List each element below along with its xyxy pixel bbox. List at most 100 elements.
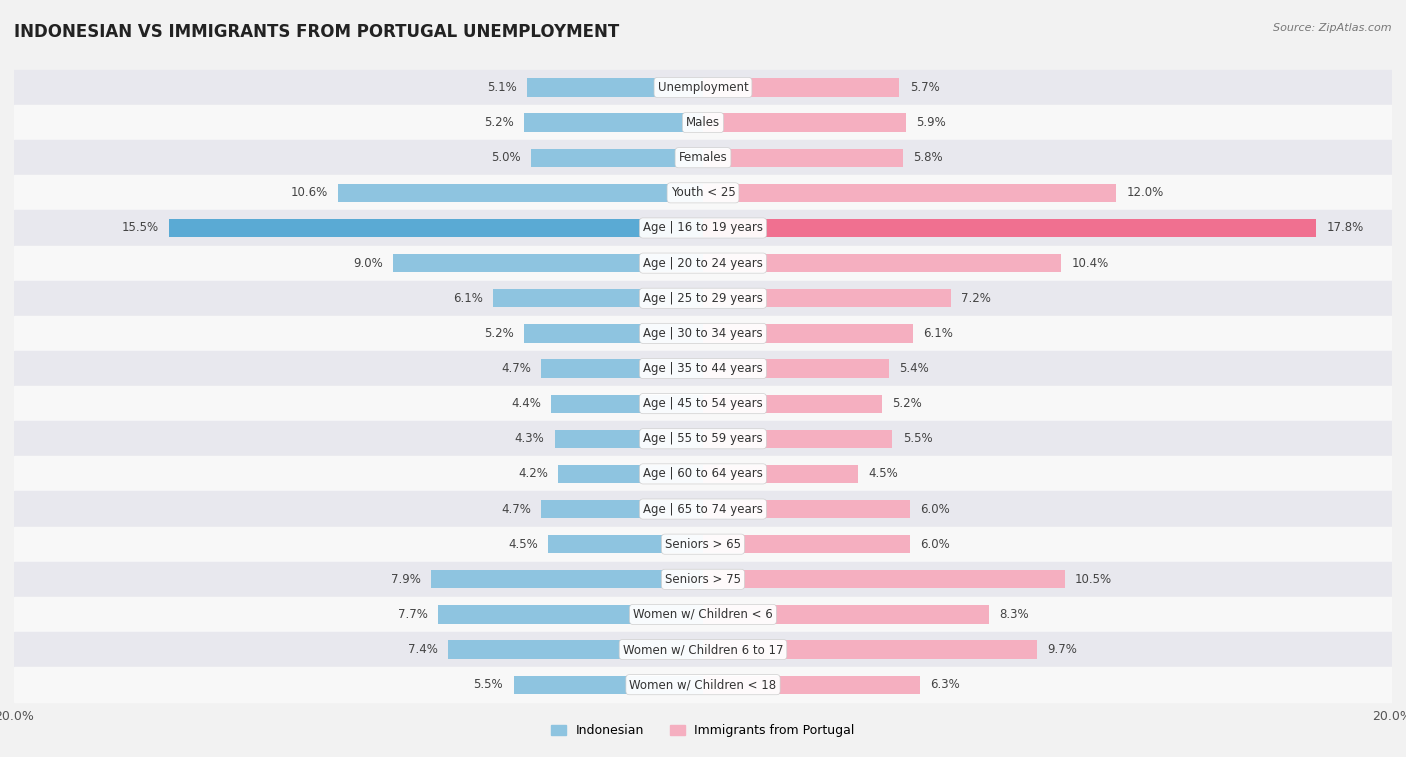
Bar [531, 148, 703, 167]
Bar [430, 570, 703, 588]
Text: 5.0%: 5.0% [491, 151, 520, 164]
Bar [14, 281, 1392, 316]
Text: Age | 25 to 29 years: Age | 25 to 29 years [643, 291, 763, 305]
Text: 5.4%: 5.4% [900, 362, 929, 375]
Bar [548, 535, 703, 553]
Bar [541, 360, 703, 378]
Text: 8.3%: 8.3% [1000, 608, 1029, 621]
Bar [449, 640, 703, 659]
Text: 9.7%: 9.7% [1047, 643, 1077, 656]
Text: Women w/ Children 6 to 17: Women w/ Children 6 to 17 [623, 643, 783, 656]
Text: 4.3%: 4.3% [515, 432, 544, 445]
Text: 6.0%: 6.0% [920, 537, 950, 550]
Bar [703, 254, 1062, 273]
Bar [14, 386, 1392, 421]
Bar [14, 632, 1392, 667]
Text: Age | 30 to 34 years: Age | 30 to 34 years [643, 327, 763, 340]
Text: Unemployment: Unemployment [658, 81, 748, 94]
Text: 5.8%: 5.8% [912, 151, 943, 164]
Text: Males: Males [686, 116, 720, 129]
Bar [14, 316, 1392, 351]
Text: 5.5%: 5.5% [903, 432, 932, 445]
Text: 4.5%: 4.5% [508, 537, 537, 550]
Text: 15.5%: 15.5% [121, 222, 159, 235]
Bar [513, 675, 703, 694]
Bar [703, 184, 1116, 202]
Bar [703, 114, 907, 132]
Text: 6.1%: 6.1% [453, 291, 482, 305]
Text: 7.2%: 7.2% [962, 291, 991, 305]
Text: Age | 45 to 54 years: Age | 45 to 54 years [643, 397, 763, 410]
Text: 10.5%: 10.5% [1076, 573, 1112, 586]
Text: Women w/ Children < 18: Women w/ Children < 18 [630, 678, 776, 691]
Text: 12.0%: 12.0% [1126, 186, 1164, 199]
Bar [14, 597, 1392, 632]
Bar [14, 176, 1392, 210]
Text: 5.9%: 5.9% [917, 116, 946, 129]
Bar [703, 219, 1316, 237]
Bar [555, 430, 703, 448]
Bar [703, 570, 1064, 588]
Bar [703, 606, 988, 624]
Bar [703, 430, 893, 448]
Bar [437, 606, 703, 624]
Text: 5.2%: 5.2% [893, 397, 922, 410]
Bar [703, 675, 920, 694]
Text: Age | 65 to 74 years: Age | 65 to 74 years [643, 503, 763, 516]
Bar [703, 78, 900, 97]
Bar [703, 500, 910, 518]
Text: Age | 35 to 44 years: Age | 35 to 44 years [643, 362, 763, 375]
Text: 4.2%: 4.2% [519, 467, 548, 481]
Bar [14, 562, 1392, 597]
Bar [703, 324, 912, 342]
Text: Seniors > 75: Seniors > 75 [665, 573, 741, 586]
Bar [14, 351, 1392, 386]
Bar [14, 667, 1392, 702]
Bar [541, 500, 703, 518]
Bar [524, 114, 703, 132]
Text: 4.7%: 4.7% [501, 362, 531, 375]
Text: 4.7%: 4.7% [501, 503, 531, 516]
Bar [169, 219, 703, 237]
Text: Females: Females [679, 151, 727, 164]
Text: 10.4%: 10.4% [1071, 257, 1109, 269]
Legend: Indonesian, Immigrants from Portugal: Indonesian, Immigrants from Portugal [546, 719, 860, 743]
Text: 5.5%: 5.5% [474, 678, 503, 691]
Bar [14, 105, 1392, 140]
Text: 5.2%: 5.2% [484, 327, 513, 340]
Bar [14, 210, 1392, 245]
Text: 4.5%: 4.5% [869, 467, 898, 481]
Text: 5.2%: 5.2% [484, 116, 513, 129]
Bar [14, 140, 1392, 176]
Bar [703, 394, 882, 413]
Text: 10.6%: 10.6% [290, 186, 328, 199]
Text: Age | 16 to 19 years: Age | 16 to 19 years [643, 222, 763, 235]
Text: INDONESIAN VS IMMIGRANTS FROM PORTUGAL UNEMPLOYMENT: INDONESIAN VS IMMIGRANTS FROM PORTUGAL U… [14, 23, 619, 41]
Text: Age | 20 to 24 years: Age | 20 to 24 years [643, 257, 763, 269]
Bar [14, 527, 1392, 562]
Text: 6.3%: 6.3% [931, 678, 960, 691]
Text: Women w/ Children < 6: Women w/ Children < 6 [633, 608, 773, 621]
Bar [14, 245, 1392, 281]
Text: Age | 60 to 64 years: Age | 60 to 64 years [643, 467, 763, 481]
Text: Source: ZipAtlas.com: Source: ZipAtlas.com [1274, 23, 1392, 33]
Bar [558, 465, 703, 483]
Bar [703, 535, 910, 553]
Text: 5.1%: 5.1% [488, 81, 517, 94]
Bar [494, 289, 703, 307]
Text: 7.9%: 7.9% [391, 573, 420, 586]
Bar [703, 465, 858, 483]
Bar [703, 640, 1038, 659]
Text: 7.4%: 7.4% [408, 643, 437, 656]
Bar [14, 421, 1392, 456]
Bar [337, 184, 703, 202]
Text: 6.1%: 6.1% [924, 327, 953, 340]
Bar [14, 491, 1392, 527]
Bar [551, 394, 703, 413]
Bar [14, 70, 1392, 105]
Text: 9.0%: 9.0% [353, 257, 382, 269]
Bar [703, 289, 950, 307]
Bar [703, 360, 889, 378]
Text: 4.4%: 4.4% [512, 397, 541, 410]
Bar [392, 254, 703, 273]
